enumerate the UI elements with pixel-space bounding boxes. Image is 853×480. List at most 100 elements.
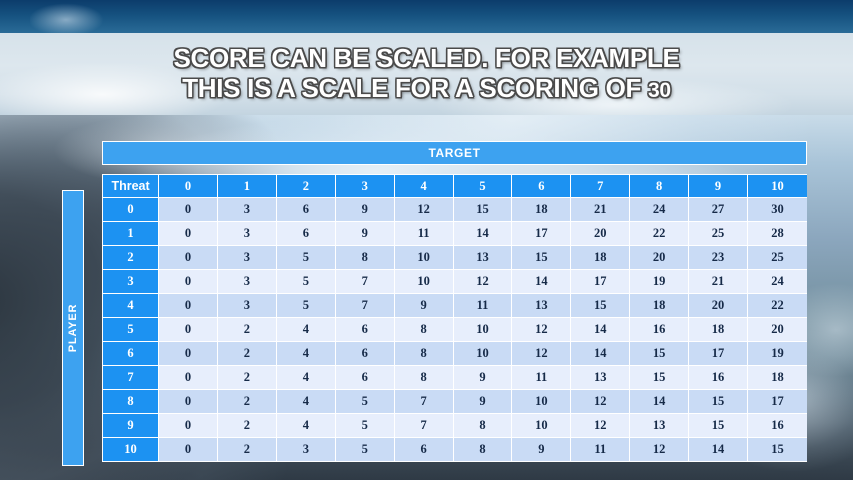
score-cell-p5-t6: 12 xyxy=(512,318,572,342)
score-cell-p2-t3: 8 xyxy=(335,246,395,270)
column-header-9: 9 xyxy=(689,174,748,198)
score-cell-p4-t3: 7 xyxy=(335,294,395,318)
score-cell-p3-t8: 19 xyxy=(630,270,690,294)
score-cell-p8-t6: 10 xyxy=(512,390,572,414)
score-cell-p1-t6: 17 xyxy=(512,222,572,246)
column-header-6: 6 xyxy=(512,174,572,198)
top-sky-strip xyxy=(0,0,853,33)
score-cell-p9-t3: 5 xyxy=(335,414,395,438)
table-row: 0 0 3 6 9 12 15 18 21 24 27 30 xyxy=(102,198,807,222)
row-header-10: 10 xyxy=(102,438,160,462)
score-cell-p8-t9: 15 xyxy=(689,390,748,414)
score-cell-p6-t9: 17 xyxy=(689,342,748,366)
score-cell-p0-t8: 24 xyxy=(630,198,690,222)
table-row: 5 0 2 4 6 8 10 12 14 16 18 20 xyxy=(102,318,807,342)
column-header-2: 2 xyxy=(276,174,336,198)
score-cell-p1-t9: 25 xyxy=(689,222,748,246)
score-cell-p4-t2: 5 xyxy=(276,294,336,318)
score-cell-p3-t3: 7 xyxy=(335,270,395,294)
score-cell-p5-t7: 14 xyxy=(571,318,631,342)
score-cell-p10-t2: 3 xyxy=(276,438,336,462)
score-cell-p1-t8: 22 xyxy=(630,222,690,246)
score-cell-p1-t2: 6 xyxy=(276,222,336,246)
column-header-3: 3 xyxy=(335,174,395,198)
score-cell-p4-t9: 20 xyxy=(689,294,748,318)
score-cell-p1-t7: 20 xyxy=(571,222,631,246)
title-line-1: SCORE CAN BE SCALED. FOR EXAMPLE xyxy=(173,42,680,73)
score-scale-table: Threat 0 1 2 3 4 5 6 7 8 9 10 0 0 3 6 9 12 15 18 21 24 27 30 1… xyxy=(102,174,807,462)
score-cell-p7-t2: 4 xyxy=(276,366,336,390)
score-cell-p8-t1: 2 xyxy=(217,390,277,414)
score-cell-p8-t7: 12 xyxy=(571,390,631,414)
score-cell-p4-t7: 15 xyxy=(571,294,631,318)
score-cell-p10-t6: 9 xyxy=(512,438,572,462)
score-cell-p9-t7: 12 xyxy=(571,414,631,438)
row-header-1: 1 xyxy=(102,222,160,246)
column-header-0: 0 xyxy=(159,174,218,198)
score-cell-p2-t1: 3 xyxy=(217,246,277,270)
row-header-7: 7 xyxy=(102,366,160,390)
score-cell-p10-t5: 8 xyxy=(453,438,513,462)
score-cell-p6-t3: 6 xyxy=(335,342,395,366)
score-cell-p2-t5: 13 xyxy=(453,246,513,270)
score-cell-p6-t4: 8 xyxy=(394,342,454,366)
score-cell-p7-t6: 11 xyxy=(512,366,572,390)
target-axis-banner: TARGET xyxy=(102,141,807,165)
row-header-2: 2 xyxy=(102,246,160,270)
row-header-6: 6 xyxy=(102,342,160,366)
score-cell-p3-t2: 5 xyxy=(276,270,336,294)
score-cell-p6-t8: 15 xyxy=(630,342,690,366)
score-cell-p9-t2: 4 xyxy=(276,414,336,438)
score-cell-p8-t5: 9 xyxy=(453,390,513,414)
row-header-8: 8 xyxy=(102,390,160,414)
score-cell-p3-t10: 24 xyxy=(748,270,807,294)
score-cell-p10-t8: 12 xyxy=(630,438,690,462)
table-row: 1 0 3 6 9 11 14 17 20 22 25 28 xyxy=(102,222,807,246)
score-cell-p0-t7: 21 xyxy=(571,198,631,222)
table-row: 2 0 3 5 8 10 13 15 18 20 23 25 xyxy=(102,246,807,270)
score-cell-p5-t8: 16 xyxy=(630,318,690,342)
player-axis-banner: PLAYER xyxy=(62,190,84,466)
score-cell-p7-t8: 15 xyxy=(630,366,690,390)
score-cell-p0-t5: 15 xyxy=(453,198,513,222)
score-cell-p6-t1: 2 xyxy=(217,342,277,366)
score-cell-p10-t4: 6 xyxy=(394,438,454,462)
score-cell-p10-t10: 15 xyxy=(748,438,807,462)
score-cell-p0-t6: 18 xyxy=(512,198,572,222)
score-cell-p0-t3: 9 xyxy=(335,198,395,222)
score-cell-p7-t1: 2 xyxy=(217,366,277,390)
score-cell-p1-t5: 14 xyxy=(453,222,513,246)
score-cell-p9-t9: 15 xyxy=(689,414,748,438)
score-cell-p0-t1: 3 xyxy=(217,198,277,222)
row-header-9: 9 xyxy=(102,414,160,438)
table-row: 6 0 2 4 6 8 10 12 14 15 17 19 xyxy=(102,342,807,366)
score-cell-p0-t2: 6 xyxy=(276,198,336,222)
score-cell-p5-t5: 10 xyxy=(453,318,513,342)
title-line-2-text: THIS IS A SCALE FOR A SCORING OF xyxy=(182,72,649,103)
score-cell-p6-t7: 14 xyxy=(571,342,631,366)
score-cell-p2-t0: 0 xyxy=(159,246,218,270)
score-cell-p0-t4: 12 xyxy=(394,198,454,222)
score-cell-p9-t8: 13 xyxy=(630,414,690,438)
score-cell-p6-t10: 19 xyxy=(748,342,807,366)
score-cell-p7-t10: 18 xyxy=(748,366,807,390)
score-cell-p4-t0: 0 xyxy=(159,294,218,318)
score-cell-p8-t0: 0 xyxy=(159,390,218,414)
score-cell-p6-t2: 4 xyxy=(276,342,336,366)
score-cell-p3-t5: 12 xyxy=(453,270,513,294)
score-cell-p9-t10: 16 xyxy=(748,414,807,438)
score-cell-p3-t9: 21 xyxy=(689,270,748,294)
score-cell-p9-t0: 0 xyxy=(159,414,218,438)
row-header-4: 4 xyxy=(102,294,160,318)
score-cell-p0-t0: 0 xyxy=(159,198,218,222)
score-cell-p7-t0: 0 xyxy=(159,366,218,390)
score-cell-p3-t4: 10 xyxy=(394,270,454,294)
score-cell-p4-t6: 13 xyxy=(512,294,572,318)
row-header-0: 0 xyxy=(102,198,160,222)
score-cell-p3-t7: 17 xyxy=(571,270,631,294)
cloud-wisp xyxy=(30,0,120,33)
score-cell-p4-t1: 3 xyxy=(217,294,277,318)
table-row: 8 0 2 4 5 7 9 10 12 14 15 17 xyxy=(102,390,807,414)
table-header-row: Threat 0 1 2 3 4 5 6 7 8 9 10 xyxy=(102,174,807,198)
score-cell-p8-t3: 5 xyxy=(335,390,395,414)
